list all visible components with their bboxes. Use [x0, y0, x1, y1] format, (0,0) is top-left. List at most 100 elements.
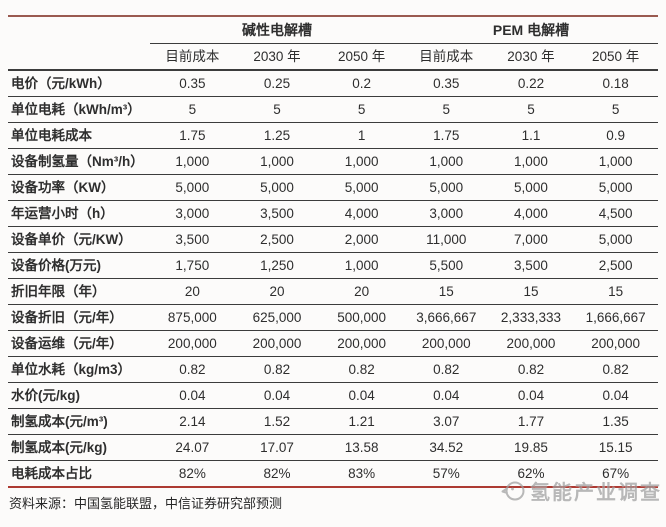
cell-value: 5	[234, 96, 320, 123]
cell-value: 1,666,667	[573, 304, 658, 331]
cell-value: 11,000	[403, 226, 489, 253]
cell-value: 5	[150, 96, 235, 123]
row-label: 单位水耗（kg/m3）	[8, 356, 150, 383]
cell-value: 0.04	[150, 382, 235, 409]
cell-value: 5	[403, 96, 489, 123]
cell-value: 200,000	[319, 330, 404, 357]
cell-value: 20	[319, 278, 404, 305]
cell-value: 20	[234, 278, 320, 305]
cell-value: 62%	[488, 460, 574, 488]
cell-value: 1.75	[403, 122, 489, 149]
column-header-0: 目前成本	[150, 43, 235, 71]
corner-cell	[8, 43, 150, 71]
cell-value: 19.85	[488, 434, 574, 461]
row-label: 电耗成本占比	[8, 460, 150, 488]
cell-value: 82%	[234, 460, 320, 488]
row-label: 设备单价（元/KW）	[8, 226, 150, 253]
column-header-row: 目前成本 2030 年 2050 年目前成本 2030 年 2050 年	[8, 43, 658, 71]
cell-value: 1,750	[150, 252, 235, 279]
row-label: 设备折旧（元/年）	[8, 304, 150, 331]
cell-value: 1	[319, 122, 404, 149]
cell-value: 0.04	[488, 382, 574, 409]
cell-value: 2,500	[573, 252, 658, 279]
cell-value: 1.52	[234, 408, 320, 435]
cost-comparison-table: 碱性电解槽 PEM 电解槽 目前成本 2030 年 2050 年目前成本 2030 年…	[8, 15, 658, 488]
cell-value: 200,000	[150, 330, 235, 357]
cell-value: 1.35	[573, 408, 658, 435]
cell-value: 2,333,333	[488, 304, 574, 331]
cell-value: 1,000	[319, 252, 404, 279]
cell-value: 0.82	[150, 356, 235, 383]
column-header-3: 目前成本	[403, 43, 489, 71]
cell-value: 5,000	[573, 226, 658, 253]
row-label: 折旧年限（年）	[8, 278, 150, 305]
row-label: 年运营小时（h）	[8, 200, 150, 227]
cell-value: 82%	[150, 460, 235, 488]
group-header-pem: PEM 电解槽	[403, 16, 658, 44]
column-header-5: 2050 年	[573, 43, 658, 71]
cell-value: 0.82	[403, 356, 489, 383]
cell-value: 1,000	[573, 148, 658, 175]
cell-value: 1,000	[319, 148, 404, 175]
cell-value: 5,000	[234, 174, 320, 201]
cell-value: 4,000	[319, 200, 404, 227]
cell-value: 67%	[573, 460, 658, 488]
cell-value: 200,000	[403, 330, 489, 357]
table-row: 单位电耗成本 1.75 1.25 1 1.75 1.1 0.9	[8, 122, 658, 149]
table-row: 设备功率（KW） 5,000 5,000 5,000 5,000 5,000 5,000	[8, 174, 658, 201]
cell-value: 1,250	[234, 252, 320, 279]
row-label: 设备价格(万元)	[8, 252, 150, 279]
row-label: 设备功率（KW）	[8, 174, 150, 201]
table-row: 设备价格(万元) 1,750 1,250 1,000 5,500 3,500 2,500	[8, 252, 658, 279]
cell-value: 5,500	[403, 252, 489, 279]
table-row: 电耗成本占比 82% 82% 83% 57% 62% 67%	[8, 460, 658, 488]
cell-value: 1,000	[403, 148, 489, 175]
cell-value: 3,500	[234, 200, 320, 227]
cell-value: 0.35	[403, 70, 489, 97]
row-label: 设备运维（元/年）	[8, 330, 150, 357]
cell-value: 5	[319, 96, 404, 123]
cell-value: 4,000	[488, 200, 574, 227]
cell-value: 20	[150, 278, 235, 305]
cell-value: 200,000	[573, 330, 658, 357]
cell-value: 17.07	[234, 434, 320, 461]
cell-value: 1.1	[488, 122, 574, 149]
row-label: 单位电耗成本	[8, 122, 150, 149]
column-header-1: 2030 年	[234, 43, 320, 71]
table-row: 设备单价（元/KW） 3,500 2,500 2,000 11,000 7,000 5,00…	[8, 226, 658, 253]
cell-value: 13.58	[319, 434, 404, 461]
row-label: 电价（元/kWh）	[8, 70, 150, 97]
corner-cell	[8, 16, 150, 44]
table-row: 年运营小时（h） 3,000 3,500 4,000 3,000 4,000 4,500	[8, 200, 658, 227]
cell-value: 4,500	[573, 200, 658, 227]
cell-value: 3.07	[403, 408, 489, 435]
cell-value: 34.52	[403, 434, 489, 461]
cell-value: 15	[573, 278, 658, 305]
table-row: 单位水耗（kg/m3） 0.82 0.82 0.82 0.82 0.82 0.82	[8, 356, 658, 383]
cell-value: 0.04	[234, 382, 320, 409]
cell-value: 7,000	[488, 226, 574, 253]
cell-value: 0.22	[488, 70, 574, 97]
cell-value: 24.07	[150, 434, 235, 461]
cell-value: 5,000	[488, 174, 574, 201]
cell-value: 2,000	[319, 226, 404, 253]
cell-value: 0.04	[319, 382, 404, 409]
table-row: 水价(元/kg) 0.04 0.04 0.04 0.04 0.04 0.04	[8, 382, 658, 409]
cell-value: 5	[573, 96, 658, 123]
row-label: 制氢成本(元/m³)	[8, 408, 150, 435]
column-header-4: 2030 年	[488, 43, 574, 71]
cell-value: 875,000	[150, 304, 235, 331]
cell-value: 0.82	[488, 356, 574, 383]
cell-value: 15	[488, 278, 574, 305]
row-label: 水价(元/kg)	[8, 382, 150, 409]
cell-value: 3,000	[403, 200, 489, 227]
cell-value: 1,000	[234, 148, 320, 175]
cell-value: 0.9	[573, 122, 658, 149]
table-row: 电价（元/kWh） 0.35 0.25 0.2 0.35 0.22 0.18	[8, 70, 658, 97]
cell-value: 15	[403, 278, 489, 305]
cell-value: 0.35	[150, 70, 235, 97]
row-label: 制氢成本(元/kg)	[8, 434, 150, 461]
cell-value: 0.82	[319, 356, 404, 383]
cell-value: 5,000	[573, 174, 658, 201]
